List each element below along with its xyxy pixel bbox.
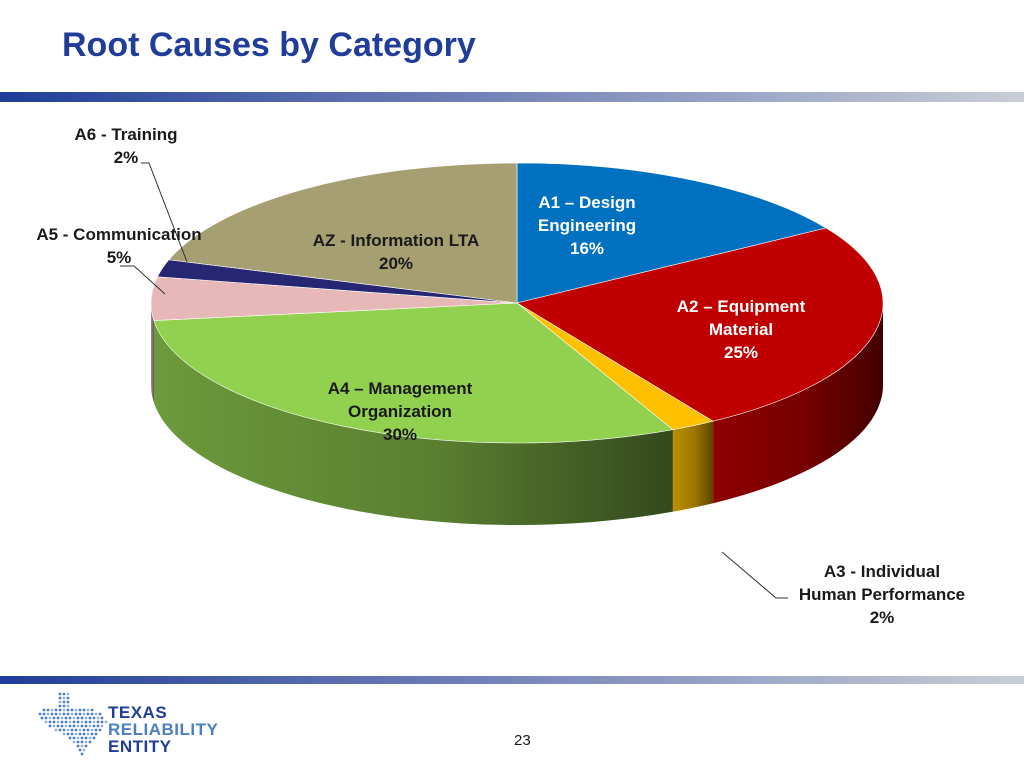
leader-line-5 bbox=[120, 265, 166, 295]
pie-slice-7 bbox=[168, 162, 518, 304]
logo-line-3: ENTITY bbox=[108, 737, 172, 756]
top-divider-band bbox=[0, 92, 1024, 102]
pie-side-shade-2 bbox=[713, 303, 883, 504]
leader-line-3 bbox=[721, 551, 788, 599]
bottom-divider-band bbox=[0, 676, 1024, 684]
pie-labels: A1 – Design Engineering 16% A2 – Equipment M… bbox=[36, 125, 965, 627]
slice-label-3: A3 - Individual Human Performance 2% bbox=[799, 562, 965, 627]
leader-line-6 bbox=[141, 162, 188, 263]
pie-slice-2 bbox=[516, 227, 884, 422]
slice-label-1: A1 – Design Engineering 16% bbox=[538, 193, 636, 258]
pie-slice-4 bbox=[153, 302, 674, 444]
pie-top bbox=[150, 162, 884, 444]
slide-title: Root Causes by Category bbox=[62, 26, 476, 64]
slice-label-6: A6 - Training 2% bbox=[75, 125, 178, 167]
pie-side-shade-5 bbox=[151, 303, 154, 403]
logo-wordmark: TEXAS RELIABILITY ENTITY bbox=[108, 704, 218, 755]
slice-label-7: AZ - Information LTA 20% bbox=[313, 231, 480, 273]
logo-line-2: RELIABILITY bbox=[108, 720, 219, 739]
pie-side-shade-3 bbox=[672, 421, 714, 512]
slice-label-5: A5 - Communication 5% bbox=[36, 225, 201, 267]
slice-label-4: A4 – Management Organization 30% bbox=[328, 379, 473, 444]
page-number: 23 bbox=[514, 732, 531, 749]
pie-leader-lines bbox=[120, 162, 788, 599]
pie-side-shade-4 bbox=[153, 320, 673, 525]
texas-map-logo-icon bbox=[38, 692, 108, 756]
logo-line-1: TEXAS bbox=[108, 703, 168, 722]
pie-slice-1 bbox=[516, 162, 827, 304]
pie-sides bbox=[151, 303, 883, 525]
pie-chart: A1 – Design Engineering 16% A2 – Equipment M… bbox=[36, 125, 965, 627]
slice-label-2: A2 – Equipment Material 25% bbox=[677, 297, 806, 362]
